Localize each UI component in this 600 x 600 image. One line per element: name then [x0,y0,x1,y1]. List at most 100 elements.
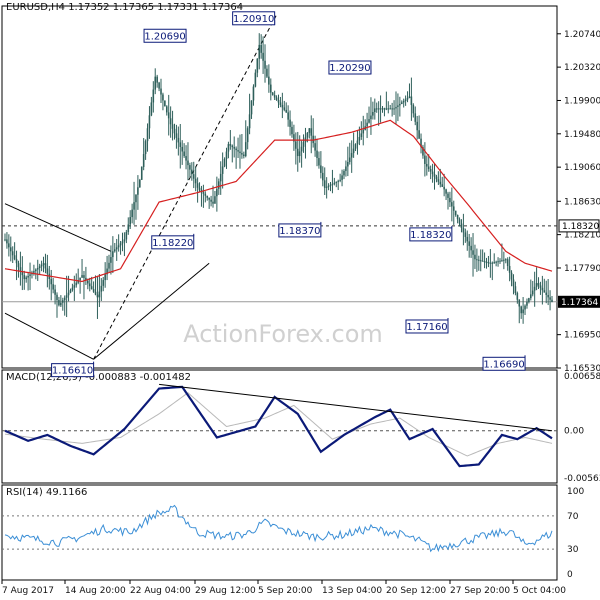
price-axis-label: 1.16530 [564,364,600,374]
candle-body [449,197,451,203]
candle-body [75,282,78,286]
candle-body [420,138,422,148]
candle-body [204,193,207,196]
rsi-panel [1,484,558,581]
candle-body [150,102,153,116]
candle-body [175,133,178,138]
candle-body [121,241,124,244]
candle-body [470,245,472,251]
candle-body [171,124,174,129]
candle-body [52,284,54,290]
candle-body [295,141,297,149]
candle-body [69,290,72,293]
candle-body [206,195,209,198]
candle-body [13,255,16,260]
candle-body [335,181,338,183]
candle-body [106,268,108,275]
candle-body [348,157,351,162]
candle-body [522,309,524,314]
candle-body [133,202,135,210]
candle-body [235,148,237,151]
candle-body [112,251,114,258]
candle-body [183,151,185,157]
candle-body [262,52,264,61]
candle-body [491,262,494,264]
candle-body [83,275,85,278]
macd-title: MACD(12,26,9) -0.000883 -0.001482 [6,372,191,383]
annotation-box [409,227,453,242]
candle-body [354,144,357,149]
x-axis-label: 20 Sep 12:00 [386,586,446,596]
candle-body [231,145,234,148]
candle-body [243,154,245,157]
candle-body [516,292,519,300]
rsi-title: RSI(14) 49.1166 [6,487,88,498]
candle-body [137,187,139,195]
candle-body [144,141,147,155]
candle-body [21,271,24,276]
candle-body [510,272,513,280]
candle-body [42,263,45,265]
candle-body [8,243,10,248]
candle-body [427,166,430,170]
candle-body [524,305,526,310]
candle-body [424,155,426,164]
candle-body [88,283,91,287]
annotation-box [405,319,449,334]
annotation-box [143,28,187,43]
candle-body [96,294,99,298]
annotation-box [278,223,322,238]
candle-body [50,278,53,285]
candle-body [333,182,336,184]
candle-body [104,274,106,281]
candle-body [531,290,534,295]
candle-body [131,209,133,218]
candle-body [535,283,538,287]
candle-body [113,249,116,252]
annotation-label: 1.18220 [152,238,193,249]
candle-body [289,119,291,127]
candle-body [44,263,47,269]
candle-body [177,137,180,143]
candle-body [368,119,370,123]
candle-body [85,277,87,281]
candle-body [63,297,66,301]
x-axis-label: 7 Aug 2017 [2,586,54,596]
candle-body [366,122,368,127]
candle-body [504,259,507,261]
candle-body [433,174,436,177]
candle-body [219,173,222,182]
candle-body [447,193,449,198]
x-axis-label: 5 Sep 20:00 [258,586,313,596]
candle-body [474,254,476,260]
rsi-axis-label: 30 [567,545,579,555]
candle-body [343,170,345,176]
candle-body [537,283,540,286]
candle-body [551,299,553,303]
annotation-label: 1.20290 [329,63,370,74]
candle-body [501,260,503,262]
annotation-label: 1.20910 [233,14,274,25]
candle-body [60,302,62,306]
candle-body [15,259,18,264]
candle-body [158,82,160,89]
candle-body [460,223,463,228]
candle-body [526,301,528,306]
candle-body [347,161,349,167]
candle-body [221,166,224,174]
candle-body [250,100,253,115]
rsi-axis-label: 70 [567,512,579,522]
candle-body [165,106,168,113]
candle-body [123,239,126,242]
candle-body [189,165,191,170]
candle-body [476,259,478,261]
candle-body [162,94,164,101]
rsi-line [4,504,553,553]
candle-body [256,58,259,73]
candle-body [279,102,282,105]
candle-body [108,262,110,269]
candle-body [191,169,193,175]
candle-body [266,68,268,77]
candle-body [443,186,445,190]
